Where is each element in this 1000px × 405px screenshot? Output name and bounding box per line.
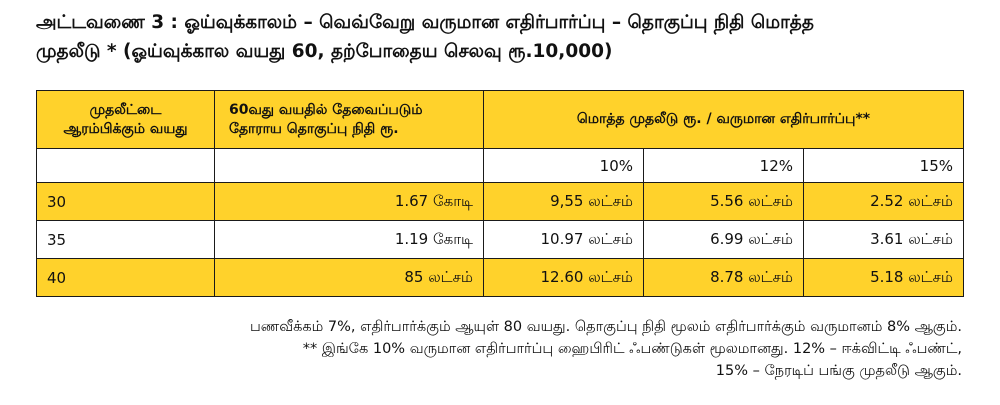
table-row: 30 1.67 கோடி 9,55 லட்சம் 5.56 லட்சம் 2.5… [36,182,964,221]
footnote-line: ** இங்கே 10% வருமான எதிர்பார்ப்பு ஹைபிரி… [302,341,962,357]
cell-r15: 2.52 லட்சம் [803,182,964,221]
table-row: 35 1.19 கோடி 10.97 லட்சம் 6.99 லட்சம் 3.… [36,220,964,259]
table-row: 40 85 லட்சம் 12.60 லட்சம் 8.78 லட்சம் 5.… [36,258,964,297]
cell-r12: 5.56 லட்சம் [643,182,804,221]
cell-corpus: 85 லட்சம் [214,258,484,297]
table-title: அட்டவணை 3 : ஓய்வுக்காலம் – வெவ்வேறு வரும… [36,8,976,66]
header-start-age: முதலீட்டை ஆரம்பிக்கும் வயது [36,90,215,149]
header-corpus: 60வது வயதில் தேவைப்படும் தோராய தொகுப்பு … [214,90,484,149]
title-line-2: முதலீடு * (ஓய்வுக்கால வயது 60, தற்போதைய … [36,41,613,62]
percent-15: 15% [803,148,964,183]
cell-age: 40 [36,258,215,297]
retirement-table: முதலீட்டை ஆரம்பிக்கும் வயது 60வது வயதில்… [36,90,964,297]
footnote-line: 15% – நேரடிப் பங்கு முதலீடு ஆகும். [715,363,962,379]
cell-r10: 12.60 லட்சம் [483,258,644,297]
cell-r15: 5.18 லட்சம் [803,258,964,297]
percent-row: 10% 12% 15% [36,148,964,183]
cell-r10: 9,55 லட்சம் [483,182,644,221]
percent-12: 12% [643,148,804,183]
cell-r10: 10.97 லட்சம் [483,220,644,259]
header-row: முதலீட்டை ஆரம்பிக்கும் வயது 60வது வயதில்… [36,90,964,149]
footnotes: பணவீக்கம் 7%, எதிர்பார்க்கும் ஆயுள் 80 வ… [250,316,962,382]
cell-corpus: 1.19 கோடி [214,220,484,259]
header-investment: மொத்த முதலீடு ரூ. / வருமான எதிர்பார்ப்பு… [483,90,964,149]
percent-blank-1 [36,148,215,183]
cell-age: 35 [36,220,215,259]
footnote-line: பணவீக்கம் 7%, எதிர்பார்க்கும் ஆயுள் 80 வ… [249,319,962,335]
cell-r12: 8.78 லட்சம் [643,258,804,297]
cell-age: 30 [36,182,215,221]
cell-r12: 6.99 லட்சம் [643,220,804,259]
cell-corpus: 1.67 கோடி [214,182,484,221]
title-line-1: அட்டவணை 3 : ஓய்வுக்காலம் – வெவ்வேறு வரும… [36,12,814,33]
percent-10: 10% [483,148,644,183]
percent-blank-2 [214,148,484,183]
cell-r15: 3.61 லட்சம் [803,220,964,259]
